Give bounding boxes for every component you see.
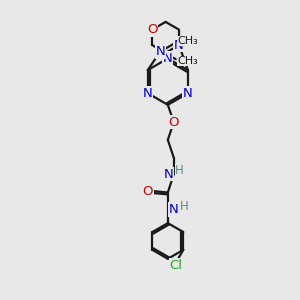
Text: N: N — [174, 39, 184, 52]
Text: O: O — [169, 116, 179, 129]
Text: H: H — [180, 200, 189, 213]
Text: O: O — [143, 184, 153, 197]
Text: Cl: Cl — [169, 259, 183, 272]
Text: N: N — [164, 168, 173, 181]
Text: CH₃: CH₃ — [177, 56, 198, 66]
Text: N: N — [155, 45, 165, 58]
Text: O: O — [147, 23, 158, 36]
Text: CH₃: CH₃ — [177, 36, 198, 46]
Text: N: N — [143, 87, 153, 100]
Text: H: H — [175, 164, 184, 177]
Text: N: N — [183, 87, 193, 100]
Text: N: N — [163, 52, 173, 65]
Text: N: N — [168, 203, 178, 216]
